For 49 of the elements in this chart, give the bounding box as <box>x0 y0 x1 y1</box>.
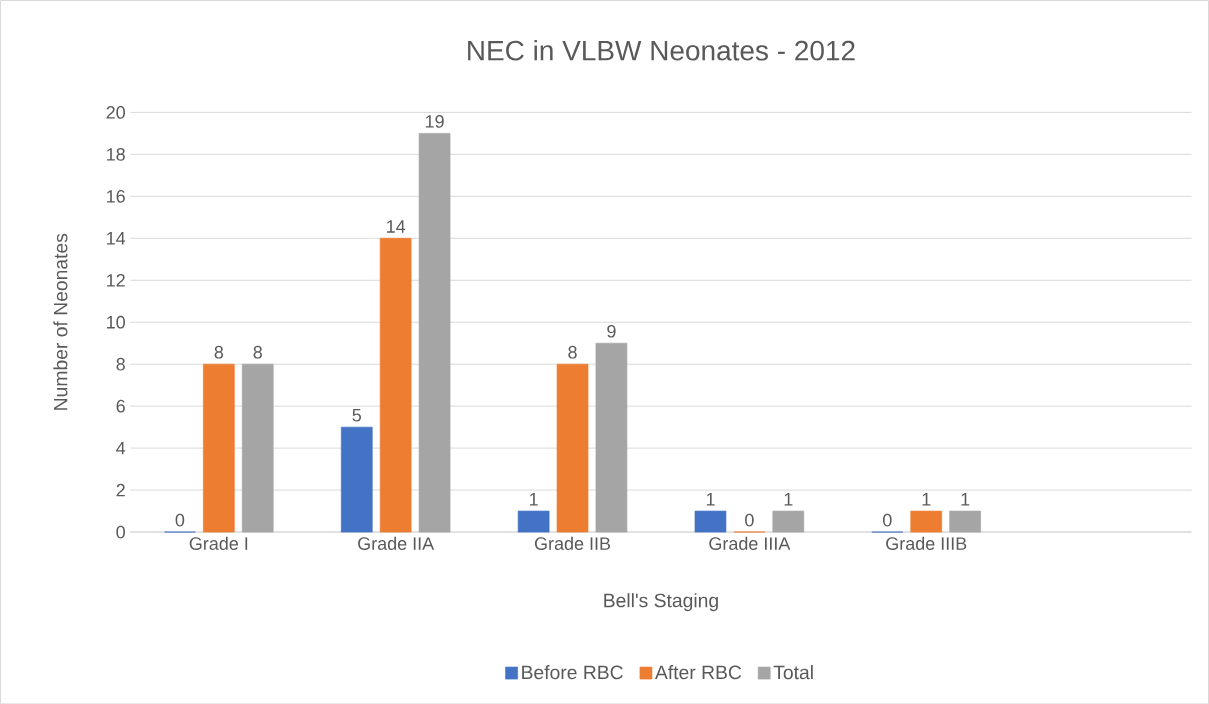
x-tick-label: Grade I <box>189 536 248 550</box>
data-label: 1 <box>784 492 793 506</box>
data-label: 5 <box>352 408 362 422</box>
y-tick-label: 4 <box>116 441 126 455</box>
x-tick-label: Grade IIIB <box>886 536 967 550</box>
data-label: 1 <box>530 492 538 506</box>
chart-title: NEC in VLBW Neonates - 2012 <box>468 39 855 61</box>
bar <box>379 237 412 533</box>
y-tick-label: 14 <box>107 231 126 245</box>
data-label: 0 <box>883 513 892 527</box>
bar <box>418 132 451 533</box>
data-label: 0 <box>745 513 754 527</box>
bar <box>340 426 373 533</box>
data-label: 8 <box>253 345 262 359</box>
y-tick-label: 10 <box>107 315 125 329</box>
y-tick-label: 16 <box>107 189 125 203</box>
x-axis-title: Bell's Staging <box>604 592 718 611</box>
x-tick-label: Grade IIA <box>358 536 435 550</box>
y-tick-label: 0 <box>116 525 125 539</box>
x-tick-label: Grade IIB <box>534 536 611 550</box>
data-label: 0 <box>175 513 185 527</box>
legend-label: Total <box>773 664 813 680</box>
y-tick-label: 8 <box>116 357 125 371</box>
legend-label: Before RBC <box>522 664 623 680</box>
bar <box>556 363 589 533</box>
bar <box>910 510 943 533</box>
data-label: 1 <box>706 492 715 506</box>
bar <box>694 510 727 533</box>
bar <box>772 510 805 533</box>
data-label: 9 <box>607 324 616 338</box>
bar <box>203 363 235 533</box>
data-label: 1 <box>961 492 970 506</box>
y-tick-label: 12 <box>107 273 125 287</box>
data-label: 14 <box>387 220 406 233</box>
data-label: 1 <box>922 492 931 506</box>
legend-label: After RBC <box>654 664 742 680</box>
bar <box>517 510 550 533</box>
x-tick-label: Grade IIIA <box>709 536 791 550</box>
y-tick-label: 6 <box>116 399 125 413</box>
data-label: 8 <box>568 345 577 359</box>
bar <box>949 510 981 533</box>
bar <box>595 342 628 533</box>
y-tick-label: 2 <box>116 483 125 497</box>
data-label: 19 <box>425 114 444 128</box>
y-tick-label: 18 <box>107 147 125 161</box>
data-label: 8 <box>214 345 224 359</box>
y-tick-label: 20 <box>106 105 125 119</box>
y-axis-title: Number of Neonates <box>53 233 68 410</box>
bar <box>241 363 274 533</box>
